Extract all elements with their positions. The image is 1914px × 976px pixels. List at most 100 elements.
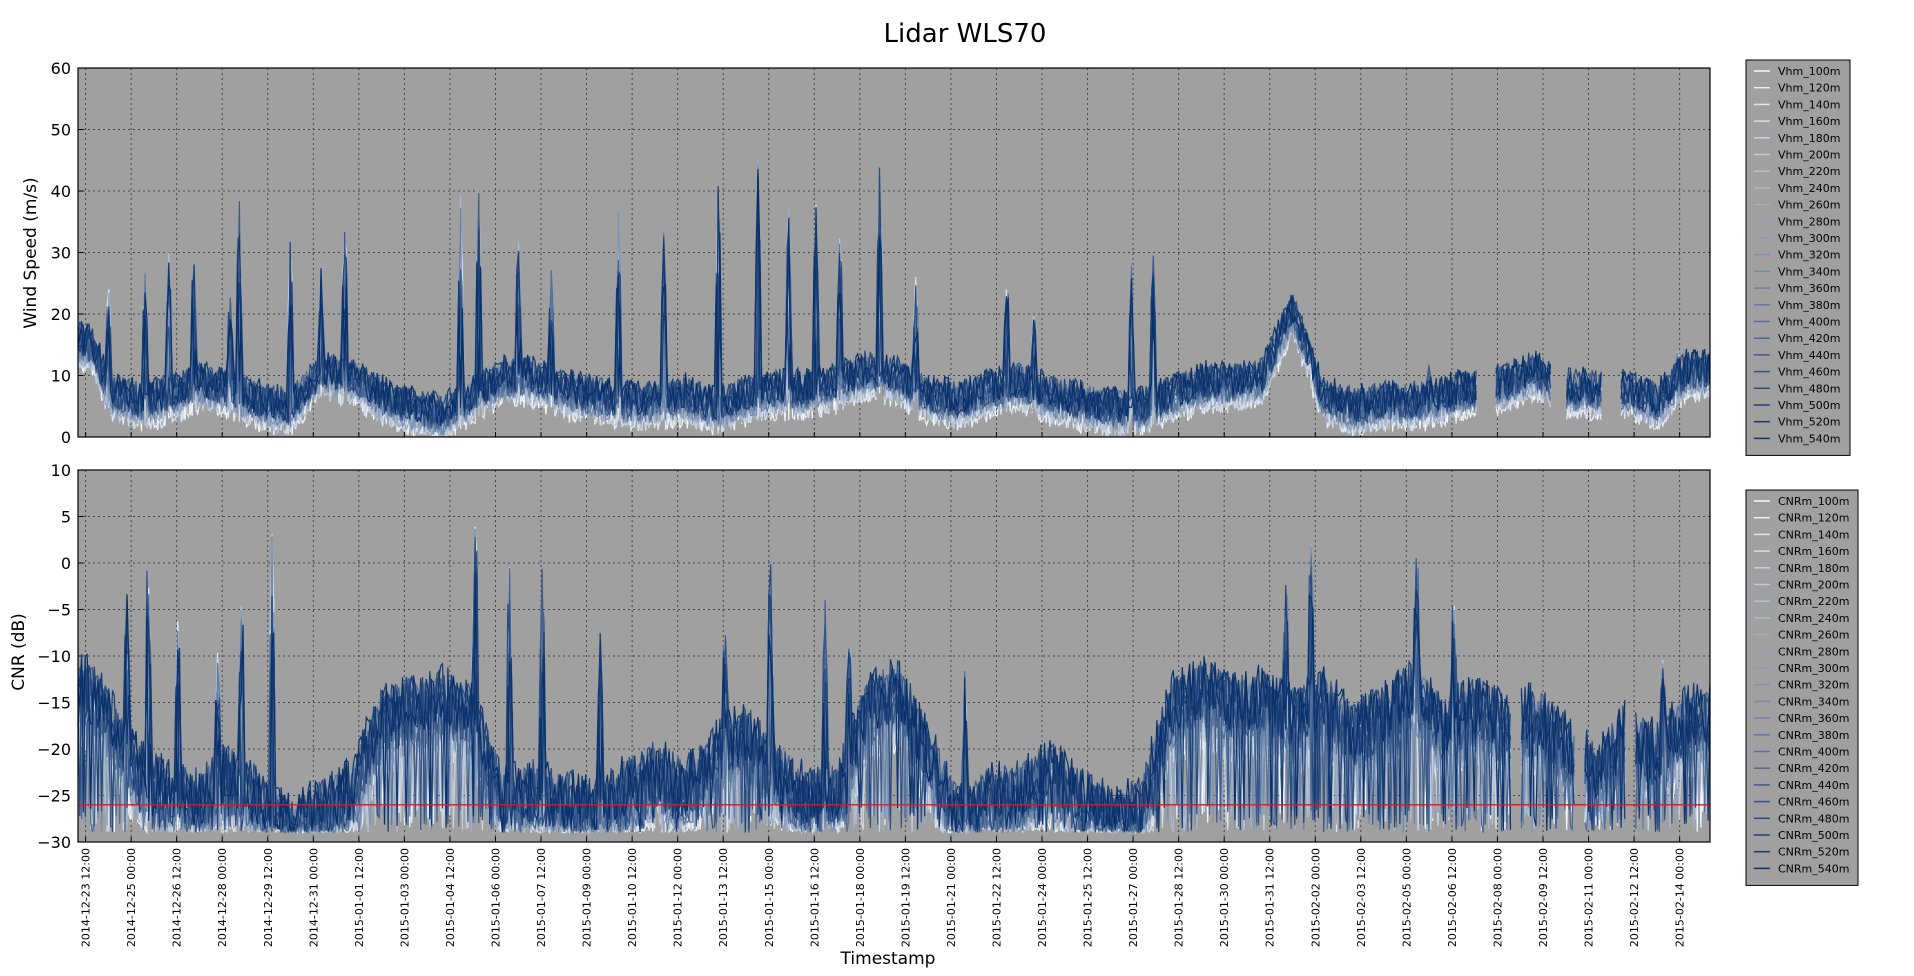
x-axis-label: Timestamp bbox=[840, 949, 936, 969]
legend-entry: CNRm_380m bbox=[1778, 729, 1849, 742]
x-tick-labels: 2014-12-23 12:00 2014-12-25 00:00 2014-12-… bbox=[80, 848, 1687, 947]
y-tick-label: 0 bbox=[61, 428, 71, 447]
legend-entry: Vhm_480m bbox=[1778, 382, 1840, 395]
y-tick-label: −20 bbox=[37, 740, 71, 759]
series-line-Vhm_540m bbox=[77, 169, 1711, 427]
x-tick-label: 2015-01-15 00:00 bbox=[763, 848, 776, 947]
cnr-panel: −30 −25 −20 −15 −10 −5 0 5 10 bbox=[37, 461, 1711, 852]
x-tick-label: 2015-01-01 12:00 bbox=[353, 848, 366, 947]
legend-entry: CNRm_160m bbox=[1778, 545, 1849, 558]
legend-wind: Vhm_100m Vhm_120m Vhm_140m Vhm_160m Vhm_180m… bbox=[1745, 59, 1851, 456]
x-tick-label: 2015-01-04 12:00 bbox=[444, 848, 457, 947]
x-tick-label: 2015-02-11 00:00 bbox=[1583, 848, 1596, 947]
x-tick-label: 2015-01-07 12:00 bbox=[535, 848, 548, 947]
legend-entry: Vhm_100m bbox=[1778, 65, 1840, 78]
legend-box bbox=[1745, 59, 1851, 456]
series-line-Vhm_340m bbox=[77, 164, 1711, 434]
legend-entry: Vhm_340m bbox=[1778, 265, 1840, 278]
x-tick-label: 2015-01-30 00:00 bbox=[1218, 848, 1231, 947]
legend-entry: CNRm_260m bbox=[1778, 629, 1849, 642]
y-tick-label: 10 bbox=[51, 461, 71, 480]
legend-cnr: CNRm_100m CNRm_120m CNRm_140m CNRm_160m CNRm… bbox=[1745, 489, 1859, 886]
legend-entry: CNRm_100m bbox=[1778, 495, 1849, 508]
x-tick-label: 2015-01-03 00:00 bbox=[398, 848, 411, 947]
legend-entry: Vhm_360m bbox=[1778, 282, 1840, 295]
y-tick-label: −25 bbox=[37, 787, 71, 806]
series-line-CNRm_480m bbox=[77, 536, 1711, 833]
legend-entry: Vhm_300m bbox=[1778, 232, 1840, 245]
legend-entry: Vhm_140m bbox=[1778, 98, 1840, 111]
legend-entry: Vhm_260m bbox=[1778, 199, 1840, 212]
x-tick-label: 2015-01-28 12:00 bbox=[1173, 848, 1186, 947]
legend-entry: CNRm_220m bbox=[1778, 595, 1849, 608]
plot-frame bbox=[77, 67, 1711, 438]
legend-entry: CNRm_140m bbox=[1778, 528, 1849, 541]
x-tick-label: 2015-01-22 12:00 bbox=[990, 848, 1003, 947]
y-tick-label: 50 bbox=[51, 121, 71, 140]
legend-entry: CNRm_500m bbox=[1778, 829, 1849, 842]
y-tick-label: −15 bbox=[37, 694, 71, 713]
wind-speed-panel: 0 10 20 30 40 50 60 bbox=[51, 59, 1711, 447]
legend-entry: Vhm_460m bbox=[1778, 366, 1840, 379]
x-tick-label: 2015-02-05 00:00 bbox=[1400, 848, 1413, 947]
x-tick-label: 2015-01-10 12:00 bbox=[626, 848, 639, 947]
legend-entry: CNRm_400m bbox=[1778, 746, 1849, 759]
series-line-CNRm_540m bbox=[77, 571, 1711, 833]
y-tick-label: −5 bbox=[47, 601, 71, 620]
x-tick-label: 2015-01-31 12:00 bbox=[1264, 848, 1277, 947]
x-tick-label: 2014-12-28 00:00 bbox=[216, 848, 229, 947]
x-tick-label: 2015-01-21 00:00 bbox=[945, 848, 958, 947]
legend-entry: Vhm_380m bbox=[1778, 299, 1840, 312]
x-tick-label: 2015-02-09 12:00 bbox=[1537, 848, 1550, 947]
legend-entry: CNRm_340m bbox=[1778, 695, 1849, 708]
legend-entry: Vhm_160m bbox=[1778, 115, 1840, 128]
legend-entry: CNRm_420m bbox=[1778, 762, 1849, 775]
x-tick-label: 2015-01-09 00:00 bbox=[581, 848, 594, 947]
series-line-Vhm_440m bbox=[77, 173, 1711, 429]
series-line-CNRm_520m bbox=[77, 589, 1711, 833]
y-tick-label: 0 bbox=[61, 554, 71, 573]
legend-box bbox=[1745, 489, 1859, 886]
x-tick-label: 2015-01-19 12:00 bbox=[899, 848, 912, 947]
x-tick-label: 2014-12-25 00:00 bbox=[125, 848, 138, 947]
legend-entry: CNRm_520m bbox=[1778, 846, 1849, 859]
y-axis-label-wind: Wind Speed (m/s) bbox=[21, 177, 41, 328]
x-tick-label: 2015-01-18 00:00 bbox=[854, 848, 867, 947]
series-line-Vhm_500m bbox=[77, 228, 1711, 426]
legend-entry: CNRm_300m bbox=[1778, 662, 1849, 675]
legend-entry: CNRm_240m bbox=[1778, 612, 1849, 625]
legend-entry: Vhm_320m bbox=[1778, 249, 1840, 262]
y-axis-label-cnr: CNR (dB) bbox=[9, 613, 29, 691]
legend-entry: Vhm_220m bbox=[1778, 165, 1840, 178]
x-tick-label: 2015-02-12 12:00 bbox=[1628, 848, 1641, 947]
legend-entry: CNRm_200m bbox=[1778, 579, 1849, 592]
legend-entry: CNRm_440m bbox=[1778, 779, 1849, 792]
legend-entry: Vhm_180m bbox=[1778, 132, 1840, 145]
chart-title: Lidar WLS70 bbox=[884, 19, 1047, 49]
y-tick-label: 60 bbox=[51, 59, 71, 78]
legend-entry: CNRm_460m bbox=[1778, 796, 1849, 809]
legend-entry: CNRm_480m bbox=[1778, 812, 1849, 825]
x-tick-label: 2014-12-23 12:00 bbox=[80, 848, 93, 947]
legend-entry: CNRm_360m bbox=[1778, 712, 1849, 725]
y-tick-label: 40 bbox=[51, 182, 71, 201]
x-tick-label: 2015-02-06 12:00 bbox=[1446, 848, 1459, 947]
x-tick-label: 2014-12-29 12:00 bbox=[262, 848, 275, 947]
legend-entry: Vhm_400m bbox=[1778, 316, 1840, 329]
legend-entry: Vhm_440m bbox=[1778, 349, 1840, 362]
legend-entry: Vhm_120m bbox=[1778, 82, 1840, 95]
y-tick-label: 20 bbox=[51, 305, 71, 324]
y-tick-label: −10 bbox=[37, 647, 71, 666]
legend-entry: CNRm_320m bbox=[1778, 679, 1849, 692]
legend-entry: CNRm_120m bbox=[1778, 512, 1849, 525]
x-tick-label: 2015-02-08 00:00 bbox=[1491, 848, 1504, 947]
x-tick-label: 2015-01-24 00:00 bbox=[1036, 848, 1049, 947]
y-tick-label: −30 bbox=[37, 833, 71, 852]
x-tick-label: 2015-01-13 12:00 bbox=[717, 848, 730, 947]
legend-entry: Vhm_420m bbox=[1778, 332, 1840, 345]
y-tick-label: 30 bbox=[51, 244, 71, 263]
legend-entry: Vhm_520m bbox=[1778, 416, 1840, 429]
legend-entry: Vhm_200m bbox=[1778, 149, 1840, 162]
x-tick-label: 2014-12-31 00:00 bbox=[307, 848, 320, 947]
